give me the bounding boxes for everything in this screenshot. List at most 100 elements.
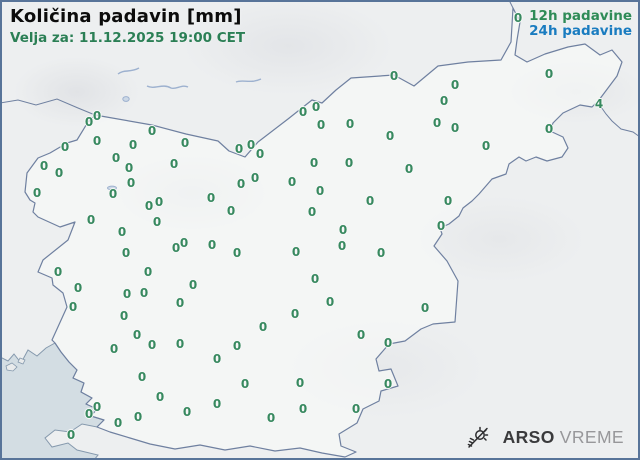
border-croatia-hungary <box>598 103 640 138</box>
station-value: 0 <box>180 136 190 150</box>
station-value: 0 <box>188 278 198 292</box>
station-value: 0 <box>152 215 162 229</box>
station-value: 0 <box>207 238 217 252</box>
station-value: 0 <box>92 134 102 148</box>
station-value: 0 <box>404 162 414 176</box>
station-value: 0 <box>338 223 348 237</box>
station-value: 0 <box>32 186 42 200</box>
page-title: Količina padavin [mm] <box>10 6 242 27</box>
station-value: 0 <box>439 94 449 108</box>
station-value: 0 <box>54 166 64 180</box>
station-value: 0 <box>147 338 157 352</box>
station-value: 0 <box>345 117 355 131</box>
station-value: 0 <box>154 195 164 209</box>
station-value: 0 <box>234 142 244 156</box>
station-value: 0 <box>310 272 320 286</box>
border-austria-italy <box>0 98 96 116</box>
station-value: 0 <box>544 67 554 81</box>
station-value: 0 <box>175 296 185 310</box>
station-value: 4 <box>594 97 604 111</box>
station-value: 0 <box>126 176 136 190</box>
station-value: 0 <box>60 140 70 154</box>
station-value: 0 <box>450 121 460 135</box>
brand-agency: ARSO <box>502 427 555 447</box>
station-value: 0 <box>298 402 308 416</box>
station-value: 0 <box>309 156 319 170</box>
station-value: 0 <box>376 246 386 260</box>
station-value: 0 <box>122 287 132 301</box>
title-block: Količina padavin [mm] Velja za: 11.12.20… <box>10 6 245 46</box>
station-value: 0 <box>287 175 297 189</box>
river-line <box>235 78 262 83</box>
river-line <box>146 85 189 90</box>
station-value: 0 <box>383 377 393 391</box>
station-value: 0 <box>206 191 216 205</box>
legend-item-24h-padavine[interactable]: 24h padavine <box>529 23 632 39</box>
station-value: 0 <box>513 11 523 25</box>
station-value: 0 <box>86 213 96 227</box>
station-value: 0 <box>182 405 192 419</box>
station-value: 0 <box>290 307 300 321</box>
station-value: 0 <box>109 342 119 356</box>
station-value: 0 <box>169 157 179 171</box>
station-value: 0 <box>232 339 242 353</box>
station-value: 0 <box>344 156 354 170</box>
station-value: 0 <box>128 138 138 152</box>
station-value: 0 <box>481 139 491 153</box>
station-value: 0 <box>119 309 129 323</box>
lake-shape <box>107 185 117 191</box>
legend-item-12h-padavine[interactable]: 12h padavine <box>529 8 632 24</box>
station-value: 0 <box>212 352 222 366</box>
station-value: 0 <box>108 187 118 201</box>
station-value: 0 <box>175 337 185 351</box>
lagoon-islets <box>5 357 26 372</box>
station-value: 0 <box>144 199 154 213</box>
station-value: 0 <box>325 295 335 309</box>
station-value: 0 <box>450 78 460 92</box>
station-value: 0 <box>232 246 242 260</box>
station-value: 0 <box>316 118 326 132</box>
station-value: 0 <box>295 376 305 390</box>
station-value: 0 <box>291 245 301 259</box>
station-value: 0 <box>255 147 265 161</box>
station-value: 0 <box>250 171 260 185</box>
station-value: 0 <box>236 177 246 191</box>
station-value: 0 <box>132 328 142 342</box>
lake-shape <box>122 96 130 102</box>
station-value: 0 <box>111 151 121 165</box>
station-value: 0 <box>39 159 49 173</box>
station-value: 0 <box>226 204 236 218</box>
station-value: 0 <box>212 397 222 411</box>
station-value: 0 <box>436 219 446 233</box>
station-value: 0 <box>266 411 276 425</box>
station-value: 0 <box>137 370 147 384</box>
station-value: 0 <box>420 301 430 315</box>
station-value: 0 <box>311 100 321 114</box>
arso-vreme-logo: ARSO VREME <box>465 424 624 451</box>
brand-service: VREME <box>559 427 624 447</box>
station-value: 0 <box>171 241 181 255</box>
sun-weather-icon <box>467 426 488 448</box>
station-value: 0 <box>53 265 63 279</box>
station-value: 0 <box>92 109 102 123</box>
station-value: 0 <box>298 105 308 119</box>
legend: 12h padavine 24h padavine <box>529 9 632 39</box>
station-value: 0 <box>113 416 123 430</box>
station-value: 0 <box>155 390 165 404</box>
station-value: 0 <box>258 320 268 334</box>
station-value: 0 <box>124 161 134 175</box>
station-value: 0 <box>84 115 94 129</box>
station-value: 0 <box>385 129 395 143</box>
station-value: 0 <box>443 194 453 208</box>
station-value: 0 <box>365 194 375 208</box>
station-value: 0 <box>139 286 149 300</box>
validity-timestamp: Velja za: 11.12.2025 19:00 CET <box>10 30 246 46</box>
station-value: 0 <box>68 300 78 314</box>
station-value: 0 <box>432 116 442 130</box>
station-value: 0 <box>117 225 127 239</box>
station-value: 0 <box>84 407 94 421</box>
station-value: 0 <box>240 377 250 391</box>
station-value: 0 <box>121 246 131 260</box>
